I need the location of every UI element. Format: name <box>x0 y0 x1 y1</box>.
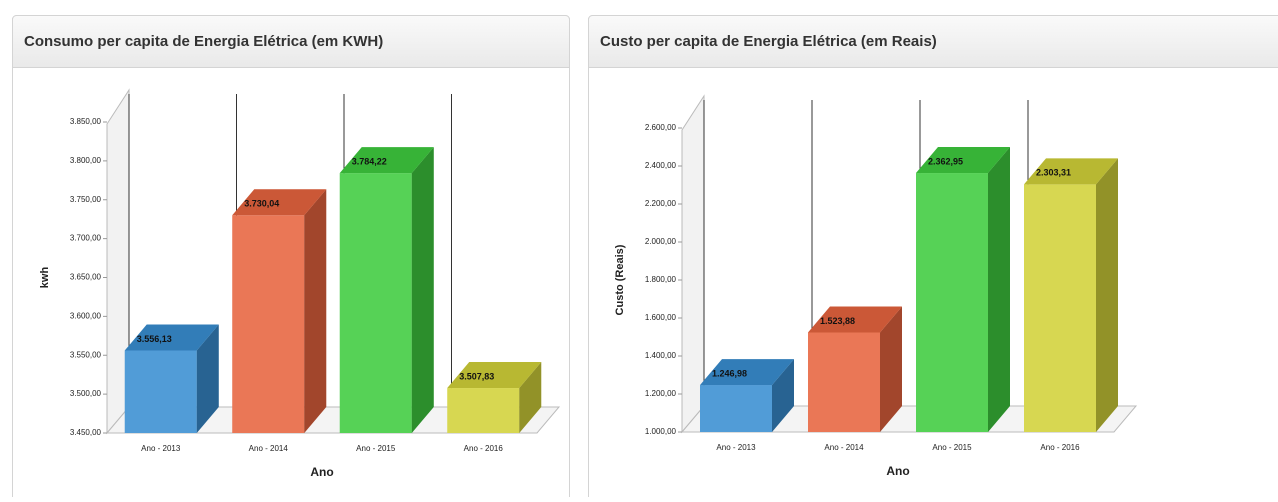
x-tick-label: Ano - 2016 <box>464 444 504 453</box>
value-label: 1.246,98 <box>712 368 747 378</box>
y-axis-label: Custo (Reais) <box>614 244 626 315</box>
y-tick-label: 2.000,00 <box>645 237 677 246</box>
bar-front-shade <box>916 173 988 432</box>
value-label: 3.730,04 <box>244 199 279 209</box>
bar-front-shade <box>232 215 304 433</box>
x-tick-label: Ano - 2015 <box>356 444 396 453</box>
y-axis-label: kwh <box>39 267 51 289</box>
bar-front-shade <box>1024 184 1096 432</box>
y-tick-label: 3.850,00 <box>70 117 102 126</box>
y-tick-label: 2.200,00 <box>645 199 677 208</box>
value-label: 2.303,31 <box>1036 168 1071 178</box>
bar-side-shade <box>1096 158 1118 432</box>
value-label: 2.362,95 <box>928 156 963 166</box>
y-tick-label: 3.750,00 <box>70 195 102 204</box>
bar-side-shade <box>988 147 1010 432</box>
panel-title: Consumo per capita de Energia Elétrica (… <box>24 33 383 50</box>
y-tick-label: 3.650,00 <box>70 273 102 282</box>
bar-front-shade <box>447 388 519 433</box>
value-label: 3.507,83 <box>459 371 494 381</box>
y-tick-label: 1.000,00 <box>645 427 677 436</box>
y-tick-label: 1.600,00 <box>645 313 677 322</box>
bar-front-shade <box>340 173 412 433</box>
x-tick-label: Ano - 2015 <box>932 443 972 452</box>
x-tick-label: Ano - 2014 <box>249 444 289 453</box>
y-tick-label: 1.400,00 <box>645 351 677 360</box>
value-label: 1.523,88 <box>820 316 855 326</box>
y-tick-label: 3.500,00 <box>70 389 102 398</box>
y-tick-label: 2.600,00 <box>645 123 677 132</box>
back-wall <box>682 96 704 432</box>
y-tick-label: 3.800,00 <box>70 156 102 165</box>
x-axis-label: Ano <box>886 464 909 478</box>
bar-side-shade <box>304 189 326 433</box>
x-tick-label: Ano - 2013 <box>141 444 181 453</box>
y-tick-label: 3.700,00 <box>70 234 102 243</box>
y-tick-label: 3.600,00 <box>70 311 102 320</box>
x-tick-label: Ano - 2013 <box>716 443 756 452</box>
bar-front-shade <box>700 385 772 432</box>
bar-side-shade <box>412 147 434 433</box>
x-axis-label: Ano <box>310 465 333 479</box>
y-tick-label: 3.550,00 <box>70 350 102 359</box>
y-tick-label: 3.450,00 <box>70 428 102 437</box>
x-tick-label: Ano - 2014 <box>824 443 864 452</box>
value-label: 3.784,22 <box>352 157 387 167</box>
panel-title: Custo per capita de Energia Elétrica (em… <box>600 33 937 50</box>
x-tick-label: Ano - 2016 <box>1040 443 1080 452</box>
bar-front-shade <box>125 350 197 433</box>
y-tick-label: 1.200,00 <box>645 389 677 398</box>
y-tick-label: 1.800,00 <box>645 275 677 284</box>
y-tick-label: 2.400,00 <box>645 161 677 170</box>
bar-front-shade <box>808 332 880 432</box>
value-label: 3.556,13 <box>137 334 172 344</box>
